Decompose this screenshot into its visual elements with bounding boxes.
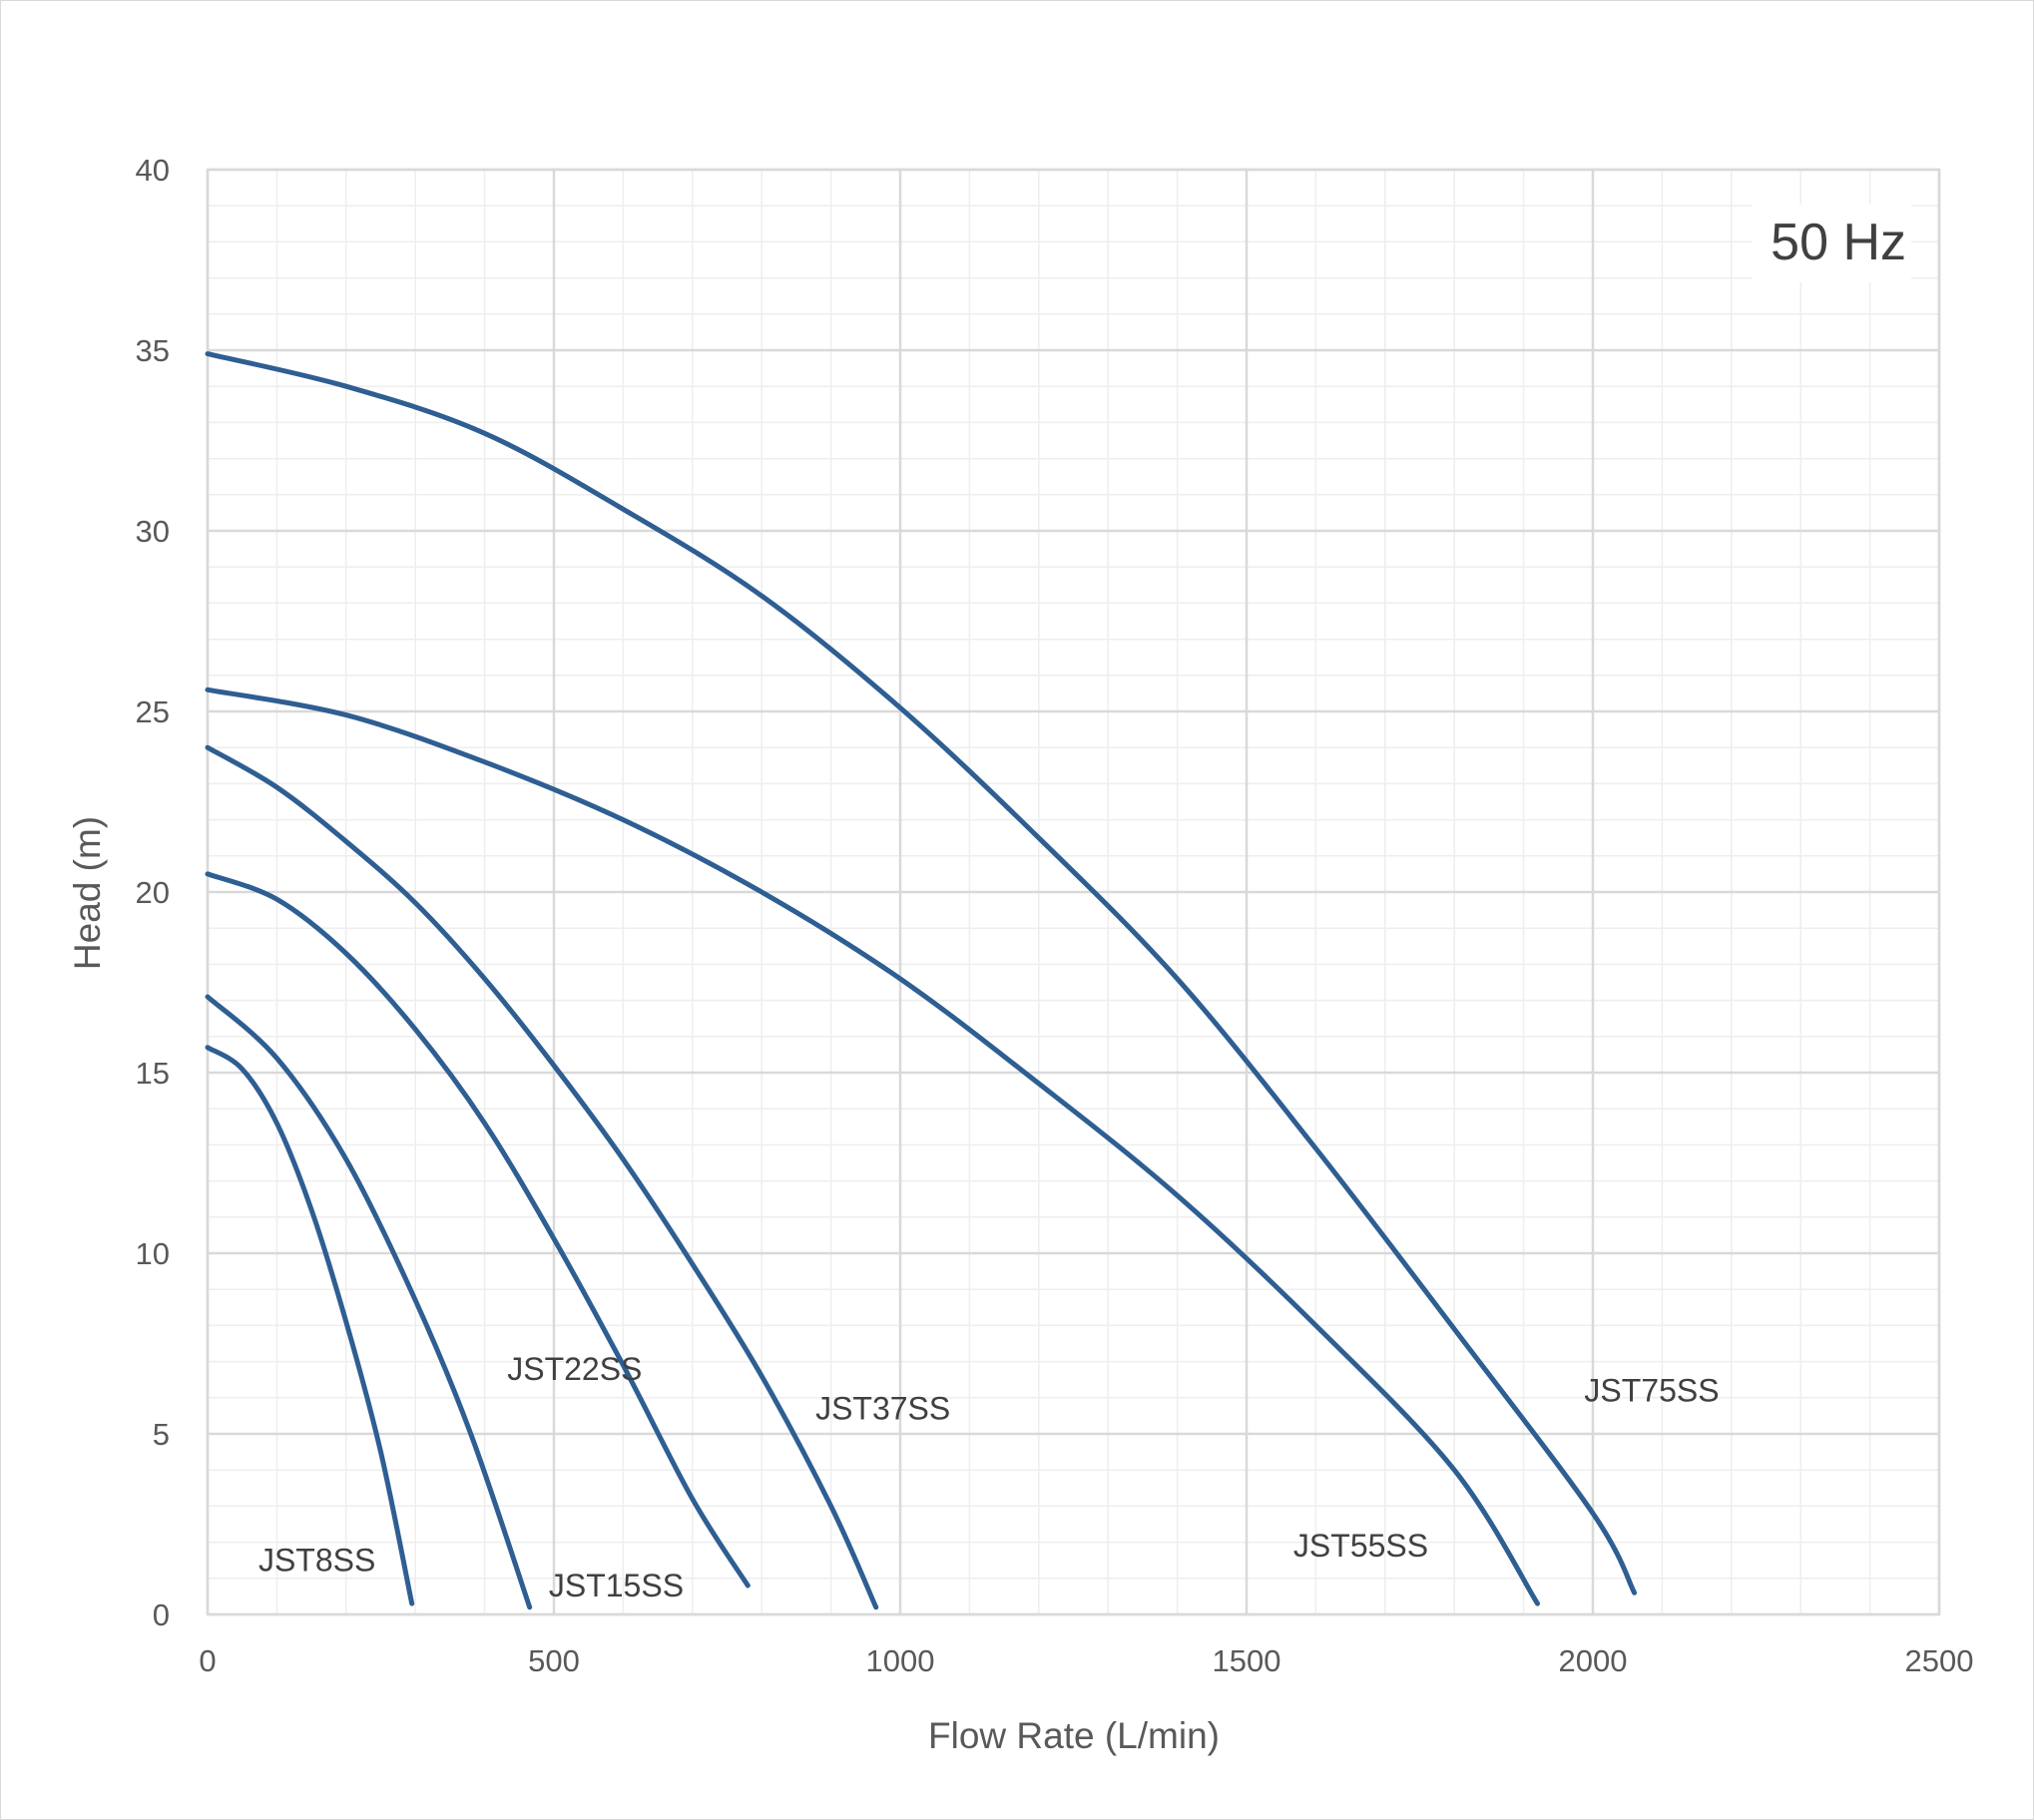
y-tick-label: 5 <box>153 1417 170 1452</box>
series-label-jst8ss: JST8SS <box>258 1543 375 1579</box>
y-axis-tick-labels: 0 5 10 15 20 25 30 35 40 <box>136 153 170 1632</box>
y-axis-title: Head (m) <box>67 816 108 970</box>
y-tick-label: 10 <box>136 1236 170 1271</box>
series-label-jst37ss: JST37SS <box>815 1391 950 1427</box>
y-tick-label: 35 <box>136 333 170 368</box>
x-tick-label: 2500 <box>1905 1643 1974 1678</box>
x-axis-tick-labels: 0 500 1000 1500 2000 2500 <box>199 1643 1973 1678</box>
y-tick-label: 0 <box>153 1597 170 1632</box>
x-axis-title: Flow Rate (L/min) <box>928 1715 1220 1756</box>
y-tick-label: 15 <box>136 1056 170 1091</box>
x-tick-label: 500 <box>528 1643 580 1678</box>
series-lines <box>205 351 1638 1610</box>
series-label-jst22ss: JST22SS <box>507 1351 642 1387</box>
series-line-jst8ss <box>205 1045 415 1606</box>
series-label-jst15ss: JST15SS <box>549 1568 684 1603</box>
plot-area-border <box>206 168 1941 1616</box>
series-label-jst55ss: JST55SS <box>1293 1528 1428 1564</box>
frequency-label-background <box>1752 205 1911 282</box>
y-tick-label: 25 <box>136 694 170 729</box>
series-line-jst37ss <box>205 744 879 1610</box>
x-tick-label: 1500 <box>1213 1643 1281 1678</box>
series-label-jst75ss: JST75SS <box>1584 1373 1719 1409</box>
y-tick-label: 20 <box>136 875 170 910</box>
x-tick-label: 1000 <box>866 1643 935 1678</box>
x-tick-label: 0 <box>199 1643 216 1678</box>
x-tick-label: 2000 <box>1559 1643 1628 1678</box>
frequency-label: 50 Hz <box>1771 214 1906 271</box>
y-tick-label: 40 <box>136 153 170 188</box>
series-line-jst55ss <box>205 686 1540 1606</box>
y-tick-label: 30 <box>136 514 170 549</box>
series-line-jst22ss <box>205 871 751 1589</box>
plot-area-rect <box>206 168 1941 1616</box>
series-line-jst75ss <box>205 351 1638 1595</box>
series-line-jst15ss <box>205 994 533 1610</box>
series-labels: JST8SS JST15SS JST22SS JST37SS JST55SS JST75S… <box>258 1351 1720 1603</box>
